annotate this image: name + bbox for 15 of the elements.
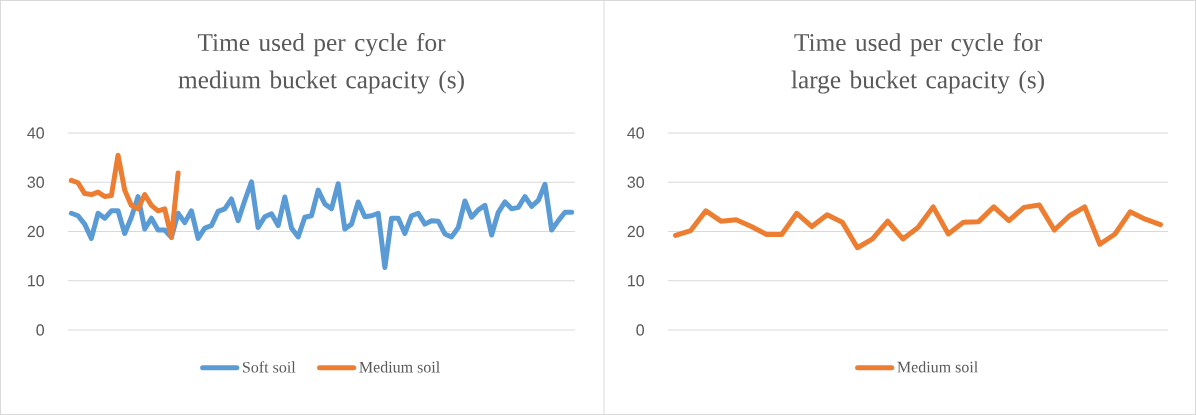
y-tick-label: 0 [36, 324, 45, 336]
y-tick-label: 20 [627, 225, 645, 238]
y-tick-label: 40 [27, 127, 45, 139]
y-tick-label: 30 [27, 176, 45, 188]
legend-label: Medium soil [897, 361, 978, 373]
y-tick-label: 0 [636, 324, 645, 336]
y-tick-label: 40 [627, 127, 645, 139]
legend-label: Medium soil [359, 361, 440, 373]
legend-label: Soft soil [243, 361, 296, 373]
y-tick-label: 30 [627, 176, 645, 188]
chart-title: Time used per cycle for medium bucket capacity (s) [178, 32, 464, 94]
y-tick-label: 20 [27, 225, 45, 238]
chart-title: Time used per cycle for large bucket capacity (s) [791, 32, 1044, 94]
y-tick-label: 10 [28, 275, 45, 287]
y-tick-label: 10 [628, 275, 645, 287]
